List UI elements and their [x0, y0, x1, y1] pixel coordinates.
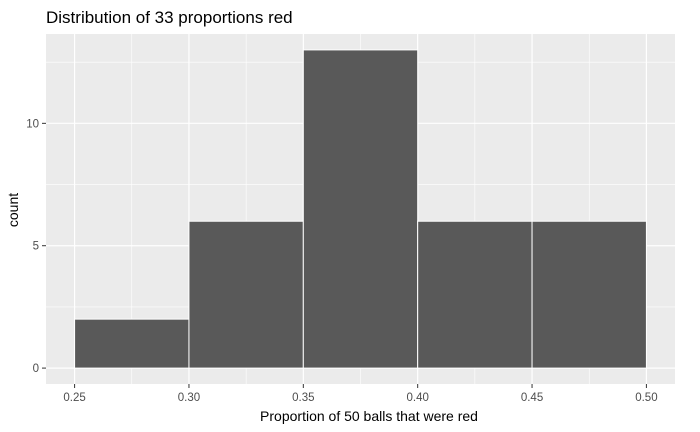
x-tick-label: 0.25 [63, 392, 85, 404]
x-axis-title: Proportion of 50 balls that were red [260, 408, 478, 424]
x-tick-label: 0.45 [521, 392, 543, 404]
x-axis-ticks: 0.25 0.30 0.35 0.40 0.45 0.50 [63, 384, 658, 404]
x-tick-label: 0.35 [292, 392, 314, 404]
y-tick-label: 0 [33, 363, 39, 375]
histogram-bar-2 [188, 220, 304, 369]
x-tick-label: 0.50 [635, 392, 657, 404]
histogram-bar-3 [302, 49, 419, 369]
histogram-bar-4 [417, 220, 533, 369]
histogram-bar-5 [531, 220, 647, 369]
y-tick-label: 10 [26, 118, 39, 130]
y-axis-ticks: 0 5 10 [26, 118, 46, 375]
chart-title: Distribution of 33 proportions red [46, 8, 293, 27]
y-tick-label: 5 [33, 241, 39, 253]
histogram-bars [74, 49, 647, 369]
x-tick-label: 0.40 [406, 392, 428, 404]
x-tick-label: 0.30 [178, 392, 200, 404]
y-axis-title: count [5, 193, 21, 227]
histogram-bar-1 [74, 318, 190, 369]
